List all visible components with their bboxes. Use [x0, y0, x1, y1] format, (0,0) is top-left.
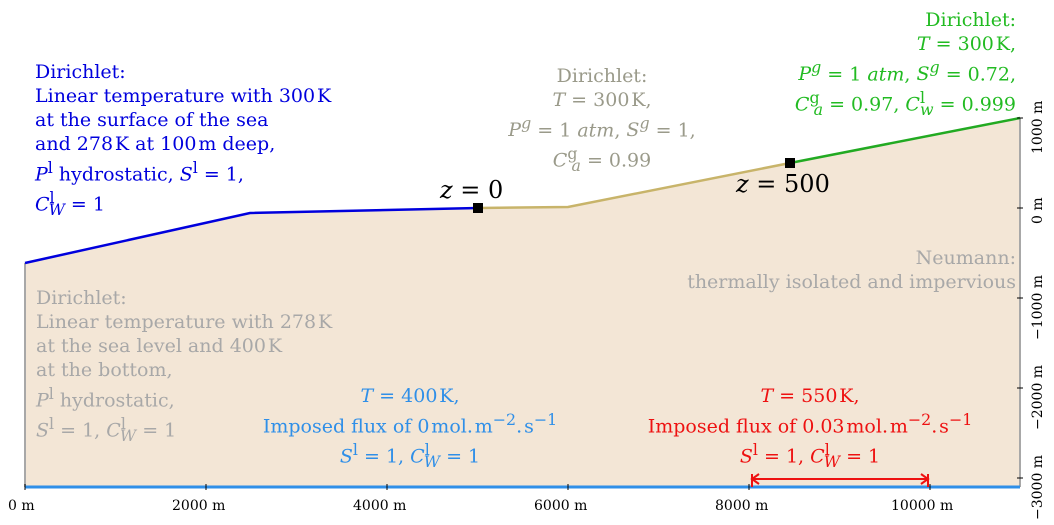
x-tick-4000: 4000 m: [353, 498, 407, 514]
sea-cond-line-2: Linear temperature with 300 K: [35, 85, 332, 107]
heat-cond-line-3: Sl = 1, ClW = 1: [739, 440, 881, 472]
bottom-cond-line-1: T = 400 K,: [360, 385, 460, 407]
sea-cond-line-6: ClW = 1: [35, 188, 105, 220]
sea-boundary: [24, 206, 479, 265]
y-tick-1000: 1000 m: [1030, 100, 1046, 154]
ground-cond-line-2: T = 300 K,: [552, 89, 652, 111]
vegetated-boundary-condition: Dirichlet: T = 300 K, Pg = 1 atm, Sg = 0…: [728, 8, 1016, 122]
bottom-cond-line-3: Sl = 1, ClW = 1: [339, 440, 481, 472]
x-tick-6000: 6000 m: [534, 498, 588, 514]
ground-boundary-condition: Dirichlet: T = 300 K, Pg = 1 atm, Sg = 1…: [477, 64, 727, 178]
veg-cond-line-2: T = 300 K,: [916, 33, 1016, 55]
left-cond-line-1: Dirichlet:: [36, 287, 127, 309]
x-tick-0: 0 m: [8, 498, 35, 514]
sea-cond-line-3: at the surface of the sea: [35, 109, 269, 131]
z0-label: z = 0: [440, 176, 504, 204]
ground-cond-line-3: Pg = 1 atm, Sg = 1,: [508, 114, 696, 142]
bottom-cond-line-2: Imposed flux of 0 mol. m−2. s−1: [262, 410, 558, 438]
z500-label: z = 500: [736, 170, 830, 198]
sea-cond-line-5: Pl hydrostatic, Sl = 1,: [35, 158, 244, 186]
left-cond-line-2: Linear temperature with 278 K: [36, 311, 333, 333]
sea-cond-line-1: Dirichlet:: [35, 61, 126, 83]
y-axis-ticks: [1017, 117, 1023, 479]
heat-cond-line-1: T = 550 K,: [760, 385, 860, 407]
heat-zone-arrow: [750, 473, 930, 487]
y-tick-minus2000: −2000 m: [1030, 364, 1046, 430]
right-cond-line-1: Neumann:: [915, 247, 1016, 269]
left-cond-line-4: at the bottom,: [36, 359, 173, 381]
domain-fill: [25, 118, 1020, 487]
z500-marker: [785, 158, 795, 168]
sea-cond-line-4: and 278 K at 100 m deep,: [35, 133, 276, 155]
y-tick-minus3000: −3000 m: [1030, 454, 1046, 520]
vegetated-boundary: [789, 116, 1021, 165]
veg-cond-line-1: Dirichlet:: [925, 9, 1016, 31]
x-tick-8000: 8000 m: [715, 498, 769, 514]
ground-boundary: [477, 161, 791, 210]
left-boundary-condition: Dirichlet: Linear temperature with 278 K…: [36, 286, 332, 448]
ground-cond-line-4: Cga = 0.99: [552, 144, 652, 176]
right-boundary-condition: Neumann: thermally isolated and impervio…: [600, 246, 1016, 294]
left-cond-line-5: Pl hydrostatic,: [36, 384, 175, 412]
z0-marker: [473, 203, 483, 213]
veg-cond-line-3: Pg = 1 atm, Sg = 0.72,: [798, 58, 1016, 86]
ground-cond-line-1: Dirichlet:: [556, 65, 648, 87]
left-cond-line-6: Sl = 1, ClW = 1: [36, 414, 177, 446]
heat-cond-line-2: Imposed flux of 0.03 mol. m−2. s−1: [647, 410, 973, 438]
x-tick-2000: 2000 m: [172, 498, 226, 514]
y-tick-0: 0 m: [1030, 197, 1046, 224]
veg-cond-line-4: Cga = 0.97, Clw = 0.999: [794, 88, 1016, 120]
left-cond-line-3: at the sea level and 400 K: [36, 335, 283, 357]
sea-boundary-condition: Dirichlet: Linear temperature with 300 K…: [35, 60, 331, 222]
bottom-boundary-condition: T = 400 K, Imposed flux of 0 mol. m−2. s…: [215, 384, 605, 474]
x-axis-ticks: [24, 484, 931, 490]
heat-zone-condition: T = 550 K, Imposed flux of 0.03 mol. m−2…: [600, 384, 1020, 474]
x-tick-10000: 10000 m: [891, 498, 954, 514]
y-tick-minus1000: −1000 m: [1030, 274, 1046, 340]
right-cond-line-2: thermally isolated and impervious: [687, 271, 1016, 293]
